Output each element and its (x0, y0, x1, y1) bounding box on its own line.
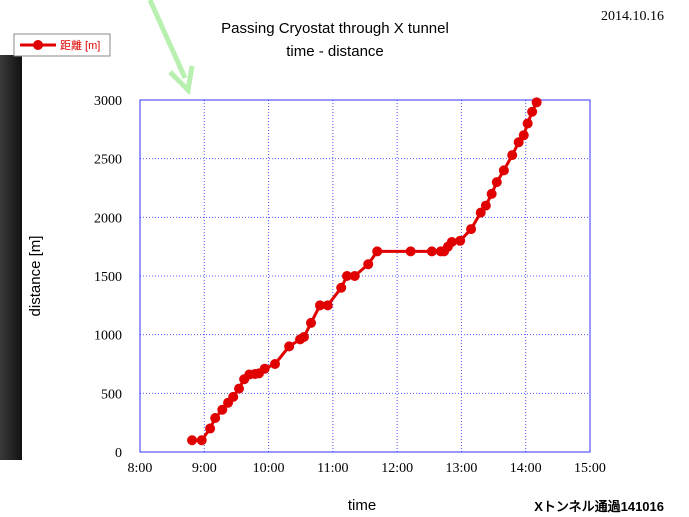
data-point (372, 246, 382, 256)
data-point (481, 201, 491, 211)
data-point (507, 150, 517, 160)
data-point (260, 364, 270, 374)
data-point (299, 332, 309, 342)
x-tick-label: 13:00 (445, 461, 477, 476)
y-tick-label: 1000 (94, 329, 122, 344)
data-point (466, 224, 476, 234)
data-point (323, 300, 333, 310)
chart: 2014.10.16 Passing Cryostat through X tu… (0, 0, 689, 517)
data-point (350, 271, 360, 281)
data-point (492, 177, 502, 187)
arrow (150, 0, 192, 90)
data-point (519, 130, 529, 140)
data-point (306, 318, 316, 328)
data-point (532, 97, 542, 107)
x-tick-label: 14:00 (510, 461, 542, 476)
y-tick-label: 1500 (94, 270, 122, 285)
data-point (455, 236, 465, 246)
y-tick-label: 2000 (94, 211, 122, 226)
date: 2014.10.16 (601, 9, 664, 24)
y-tick-label: 3000 (94, 94, 122, 109)
x-tick-label: 10:00 (253, 461, 285, 476)
data-point (197, 435, 207, 445)
data-point (406, 246, 416, 256)
x-tick-label: 15:00 (574, 461, 606, 476)
x-axis-label: time (348, 497, 376, 514)
x-tick-label: 9:00 (192, 461, 217, 476)
data-point (228, 392, 238, 402)
data-point (427, 246, 437, 256)
y-tick-label: 500 (101, 387, 122, 402)
y-axis-label: distance [m] (27, 236, 44, 317)
data-point (336, 283, 346, 293)
chart-subtitle: time - distance (286, 43, 384, 60)
chart-title: Passing Cryostat through X tunnel (221, 20, 449, 37)
data-point (363, 259, 373, 269)
data-point (523, 118, 533, 128)
data-point (270, 359, 280, 369)
data-point (234, 384, 244, 394)
data-point (210, 413, 220, 423)
photo-fragment (0, 55, 22, 460)
data-point (205, 424, 215, 434)
data-point (499, 165, 509, 175)
legend-label: 距離 [m] (60, 38, 100, 52)
footer: Xトンネル通過141016 (534, 499, 664, 514)
x-tick-label: 11:00 (317, 461, 348, 476)
legend-marker (33, 40, 43, 50)
y-tick-label: 2500 (94, 153, 122, 168)
data-point (187, 435, 197, 445)
y-tick-label: 0 (115, 446, 122, 461)
x-tick-label: 8:00 (128, 461, 153, 476)
data-point (487, 189, 497, 199)
x-tick-label: 12:00 (381, 461, 413, 476)
data-point (284, 341, 294, 351)
data-point (527, 107, 537, 117)
